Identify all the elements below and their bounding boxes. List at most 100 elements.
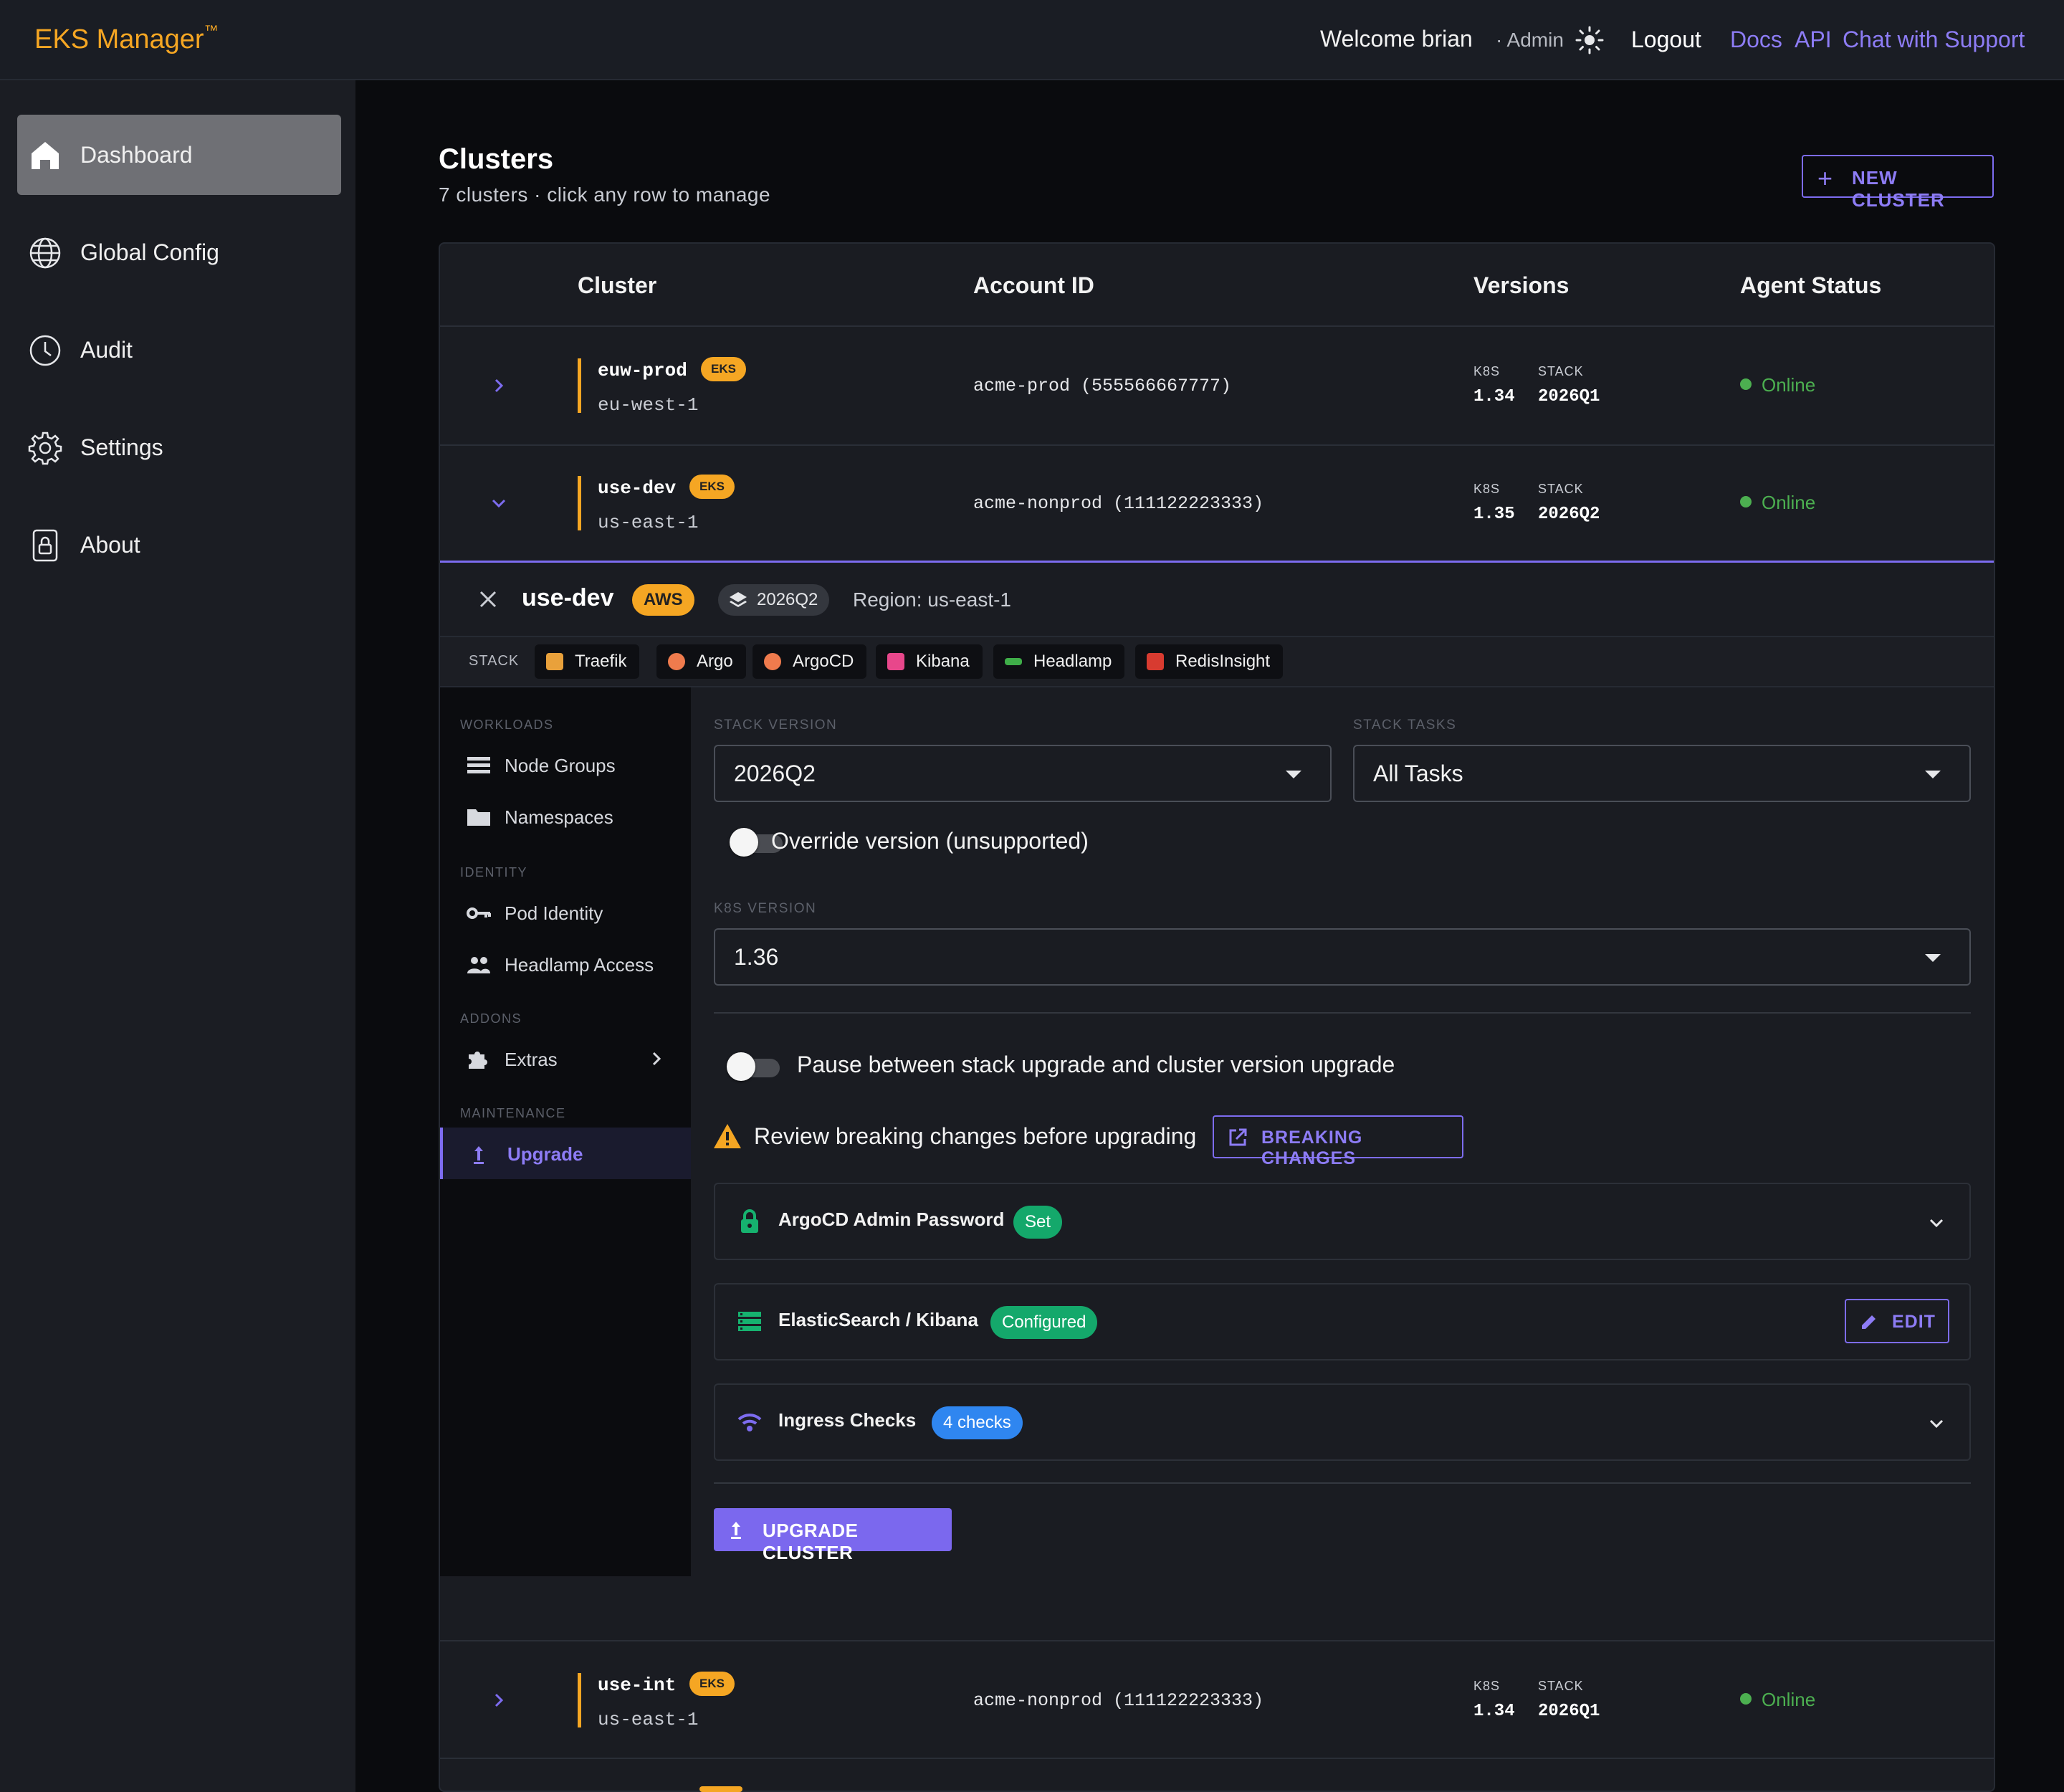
sidebar-item-settings[interactable]: Settings — [17, 407, 341, 487]
stack-app-headlamp[interactable]: Headlamp — [993, 644, 1125, 679]
subnav-item-headlamp-access[interactable]: Headlamp Access — [440, 938, 691, 990]
divider — [440, 444, 1994, 446]
cluster-subnav: WORKLOADS Node Groups Namespaces IDENTIT… — [440, 687, 691, 1576]
new-cluster-button[interactable]: + NEW CLUSTER — [1802, 155, 1994, 211]
subnav-item-extras[interactable]: Extras — [440, 1033, 691, 1085]
subnav-section-title: ADDONS — [460, 1011, 522, 1026]
support-link[interactable]: Chat with Support — [1843, 27, 2025, 52]
page-subtitle: 7 clusters · click any row to manage — [439, 184, 771, 206]
account-id: acme-prod (555566667777) — [973, 376, 1232, 396]
divider — [440, 325, 1994, 327]
brand-logo[interactable]: EKS Manager™ — [34, 23, 219, 54]
layers-icon — [730, 592, 747, 607]
stack-version-select[interactable]: 2026Q2 — [714, 745, 1332, 802]
api-link[interactable]: API — [1795, 27, 1832, 52]
table-row[interactable]: use-dev EKS us-east-1 acme-nonprod (1111… — [440, 444, 1994, 562]
argocd-icon — [764, 653, 781, 670]
status-badge: Online — [1740, 492, 1815, 514]
override-version-toggle[interactable] — [730, 826, 783, 857]
stack-label: STACK — [1538, 364, 1584, 378]
home-icon — [32, 142, 59, 169]
chevron-right-icon — [652, 1052, 661, 1066]
redisinsight-icon — [1147, 653, 1164, 670]
cluster-detail-panel: use-dev AWS 2026Q2 Region: us-east-1 STA… — [440, 561, 1994, 1576]
table-row[interactable]: euw-prod EKS eu-west-1 acme-prod (555566… — [440, 327, 1994, 444]
key-icon — [467, 907, 491, 919]
subnav-item-node-groups[interactable]: Node Groups — [440, 739, 691, 791]
stack-apps-bar: STACK Traefik Argo ArgoCD Kibana Headlam… — [440, 636, 1994, 687]
docs-link[interactable]: Docs — [1730, 27, 1782, 52]
stack-label: STACK — [469, 653, 520, 669]
logout-link[interactable]: Logout — [1631, 27, 1701, 52]
k8s-label: K8S — [1473, 482, 1501, 496]
row-accent — [578, 358, 581, 413]
chevron-down-icon[interactable] — [487, 492, 510, 515]
stack-version: 2026Q1 — [1538, 387, 1600, 406]
subnav-item-pod-identity[interactable]: Pod Identity — [440, 887, 691, 938]
gear-icon — [28, 432, 62, 465]
upgrade-form: STACK VERSION 2026Q2 STACK TASKS All Tas… — [691, 687, 1994, 1576]
folder-icon — [467, 809, 490, 826]
headlamp-icon — [1005, 658, 1022, 665]
user-role: · Admin — [1496, 29, 1564, 51]
eks-badge: EKS — [701, 357, 746, 381]
kibana-icon — [887, 653, 904, 670]
traefik-icon — [546, 653, 563, 670]
sidebar-item-label: Dashboard — [80, 142, 193, 168]
stack-app-traefik[interactable]: Traefik — [535, 644, 640, 679]
sidebar-item-about[interactable]: About — [17, 505, 341, 585]
upload-icon — [474, 1146, 484, 1164]
cluster-name: use-dev — [598, 477, 677, 499]
argo-icon — [668, 653, 685, 670]
puzzle-icon — [469, 1052, 487, 1069]
sidebar-item-audit[interactable]: Audit — [17, 310, 341, 390]
stack-tasks-label: STACK TASKS — [1353, 718, 1457, 733]
subnav-section-title: MAINTENANCE — [460, 1106, 566, 1120]
column-header-status[interactable]: Agent Status — [1740, 272, 1882, 298]
stack-app-redisinsight[interactable]: RedisInsight — [1135, 644, 1284, 679]
chevron-right-icon[interactable] — [487, 374, 510, 397]
status-badge: Online — [1740, 374, 1815, 396]
people-icon — [467, 957, 490, 973]
detail-region: Region: us-east-1 — [853, 588, 1012, 611]
dropdown-arrow-icon — [1286, 771, 1301, 778]
status-dot — [1740, 378, 1752, 390]
stack-version: 2026Q2 — [1538, 505, 1600, 524]
eks-badge: EKS — [689, 475, 735, 499]
cluster-region: eu-west-1 — [598, 394, 699, 416]
cluster-name: euw-prod — [598, 360, 687, 381]
override-version-label: Override version (unsupported) — [771, 828, 1089, 854]
column-header-cluster[interactable]: Cluster — [578, 272, 657, 298]
stack-tasks-select[interactable]: All Tasks — [1353, 745, 1971, 802]
dropdown-arrow-icon — [1925, 954, 1941, 962]
sidebar-item-label: Audit — [80, 337, 133, 363]
theme-toggle-icon[interactable] — [1575, 26, 1604, 54]
sidebar-item-label: Settings — [80, 434, 163, 460]
stack-app-argo[interactable]: Argo — [656, 644, 746, 679]
clusters-table: Cluster Account ID Versions Agent Status… — [439, 242, 1995, 1792]
sidebar-item-label: Global Config — [80, 239, 219, 265]
column-header-account[interactable]: Account ID — [973, 272, 1094, 298]
sidebar-item-dashboard[interactable]: Dashboard — [17, 115, 341, 195]
subnav-item-namespaces[interactable]: Namespaces — [440, 791, 691, 842]
stack-version-label: STACK VERSION — [714, 718, 838, 733]
k8s-version-select[interactable]: 1.36 — [714, 928, 1971, 986]
close-icon[interactable] — [476, 587, 500, 611]
page-title: Clusters — [439, 143, 554, 175]
lock-icon — [32, 529, 58, 562]
stack-app-argocd[interactable]: ArgoCD — [752, 644, 867, 679]
subnav-section-title: WORKLOADS — [460, 718, 554, 732]
sidebar-item-global-config[interactable]: Global Config — [17, 212, 341, 292]
provider-badge: AWS — [632, 584, 694, 616]
stack-label: STACK — [1538, 482, 1584, 496]
stack-app-kibana[interactable]: Kibana — [876, 644, 983, 679]
column-header-versions[interactable]: Versions — [1473, 272, 1570, 298]
subnav-item-upgrade[interactable]: Upgrade — [440, 1128, 691, 1179]
globe-icon — [29, 237, 61, 269]
account-id: acme-nonprod (111122223333) — [973, 493, 1264, 514]
dropdown-arrow-icon — [1925, 771, 1941, 778]
list-icon — [467, 757, 490, 773]
stack-version-chip: 2026Q2 — [718, 584, 830, 616]
sidebar-item-label: About — [80, 532, 140, 558]
status-dot — [1740, 496, 1752, 507]
